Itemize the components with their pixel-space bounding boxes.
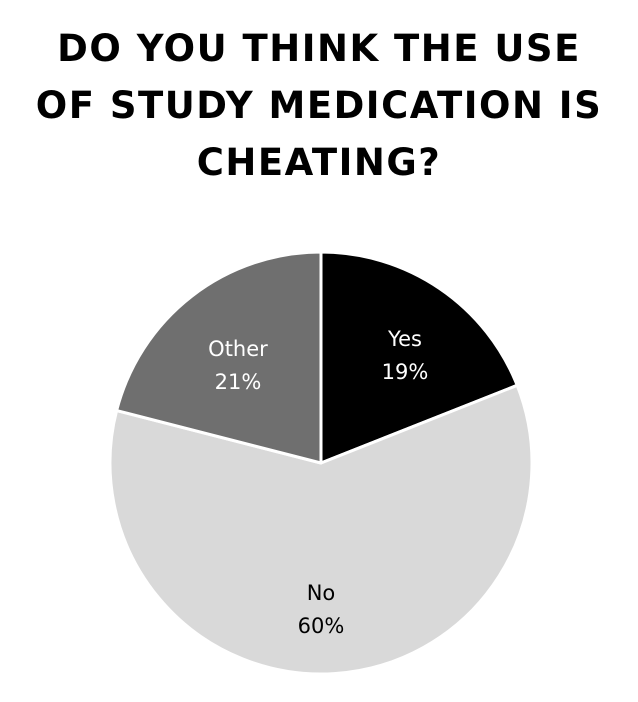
chart-title: DO YOU THINK THE USE OF STUDY MEDICATION… <box>0 20 638 191</box>
chart-title-line-1: DO YOU THINK THE USE <box>57 27 581 70</box>
slice-label-yes: Yes <box>387 327 422 351</box>
pie-slice-other <box>115 250 323 465</box>
pie-slice-no <box>108 383 534 676</box>
slice-value-other: 21% <box>215 370 262 394</box>
chart-title-line-3: CHEATING? <box>196 141 442 184</box>
pie-slice-yes <box>319 250 519 465</box>
slice-value-yes: 19% <box>382 360 429 384</box>
slice-label-no: No <box>307 581 336 605</box>
chart-title-line-2: OF STUDY MEDICATION IS <box>35 84 603 127</box>
slice-label-other: Other <box>208 337 268 361</box>
slice-value-no: 60% <box>298 614 345 638</box>
